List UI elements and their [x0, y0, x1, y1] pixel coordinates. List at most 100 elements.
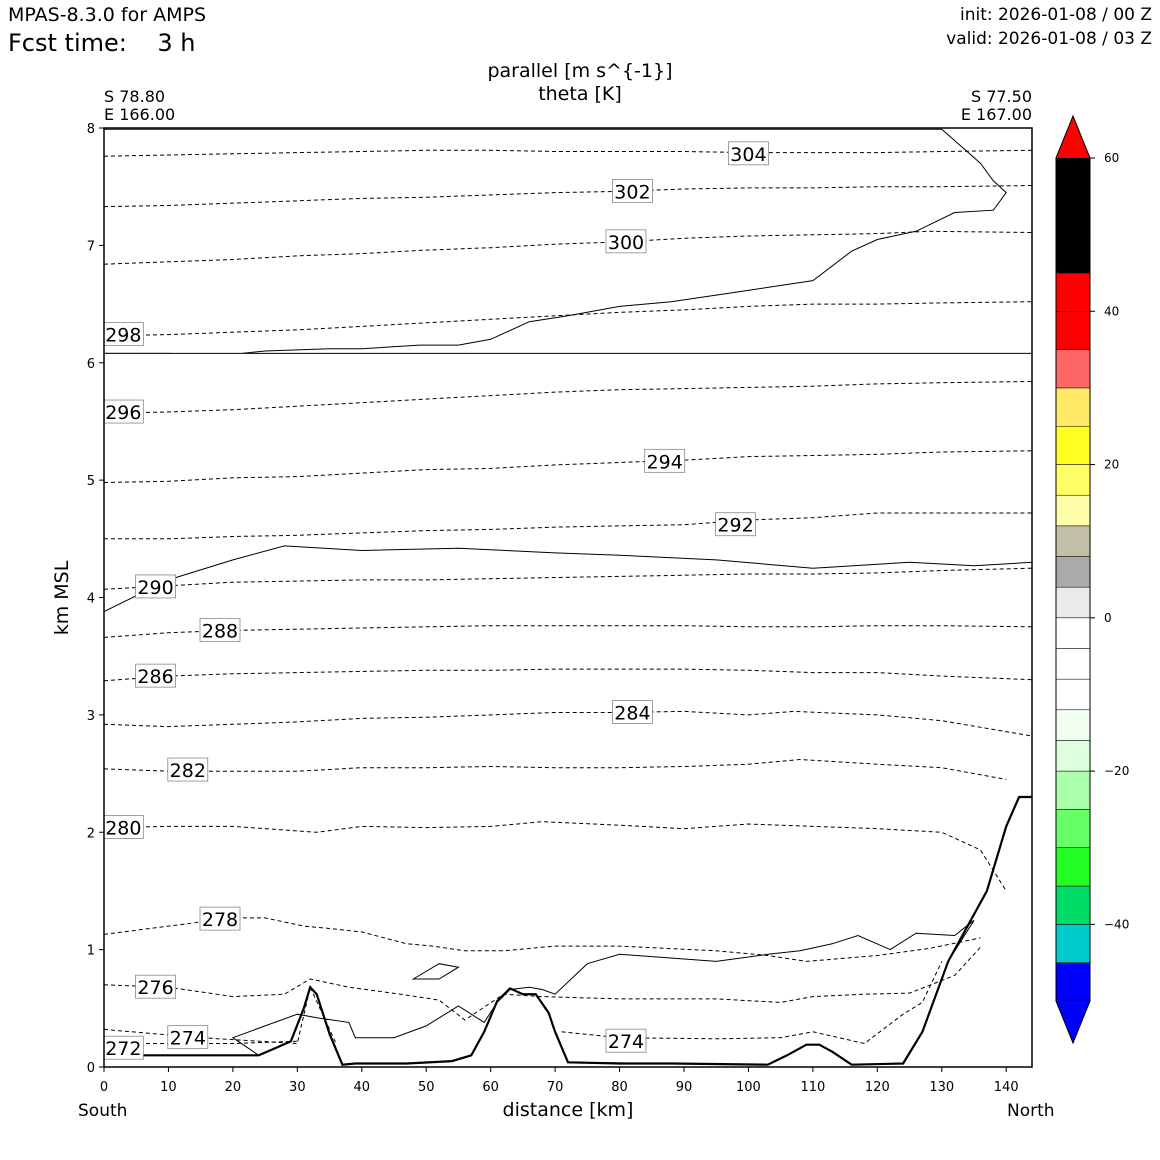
colorbar-tick-label: 0 [1104, 611, 1112, 625]
forecast-time-label: Fcst time: [8, 29, 127, 57]
colorbar-bin [1055, 885, 1091, 925]
plot-title: parallel [m s^{-1}] theta [K] [480, 60, 680, 106]
colorbar-bin [1055, 617, 1091, 649]
theta-contour-274 [561, 961, 943, 1045]
x-tick-label: 40 [354, 1080, 371, 1095]
theta-contour-278 [104, 917, 981, 962]
colorbar: 60 40 20 0 −20 −40 [1055, 114, 1129, 1045]
left-endpoint-lat: S 78.80 [104, 87, 166, 106]
colorbar-bin [1055, 525, 1091, 557]
theta-label-text: 298 [105, 325, 141, 347]
theta-contour-272 [104, 1040, 298, 1044]
right-endpoint-coords: S 77.50 E 167.00 [961, 88, 1032, 124]
theta-label-284: 284 [612, 700, 653, 725]
theta-contour-292 [104, 512, 1032, 540]
x-tick-label: 140 [994, 1080, 1019, 1095]
colorbar-extend-high [1056, 116, 1090, 158]
theta-label-text: 300 [608, 232, 644, 254]
colorbar-bin [1055, 425, 1091, 465]
theta-label-text: 280 [105, 818, 141, 840]
colorbar-bin [1055, 196, 1091, 235]
x-tick-label: 60 [482, 1080, 499, 1095]
y-tick-label: 8 [87, 122, 95, 137]
colorbar-bin [1055, 272, 1091, 312]
theta-contour-290 [104, 567, 1032, 590]
x-tick-label: 120 [865, 1080, 890, 1095]
colorbar-tick-label: −20 [1104, 764, 1129, 778]
y-axis-label: km MSL [51, 560, 73, 636]
theta-contour-286 [104, 668, 1032, 682]
theta-label-text: 290 [137, 577, 173, 599]
colorbar-bin [1055, 586, 1091, 619]
colorbar-bin [1055, 740, 1091, 772]
theta-label-290: 290 [135, 574, 176, 599]
theta-label-box [104, 399, 144, 424]
colorbar-extend-low [1056, 1001, 1090, 1043]
theta-contour-302 [104, 185, 1032, 208]
y-tick-label: 7 [87, 239, 95, 254]
theta-label-box [104, 322, 144, 346]
model-title: MPAS-8.3.0 for AMPS [8, 4, 207, 26]
init-time: init: 2026-01-08 / 00 Z [959, 5, 1152, 25]
theta-label-box [199, 617, 241, 642]
theta-label-box [104, 1035, 144, 1060]
theta-label-278: 278 [199, 906, 241, 931]
theta-label-280: 280 [104, 815, 144, 840]
theta-contour-300 [104, 230, 1032, 265]
theta-label-box [135, 663, 176, 688]
theta-label-text: 272 [105, 1038, 141, 1060]
theta-label-text: 274 [170, 1028, 206, 1050]
theta-label-box [605, 229, 647, 254]
y-tick-label: 5 [87, 474, 95, 489]
theta-label-box [612, 700, 653, 724]
theta-contour-304 [104, 149, 1032, 157]
theta-label-text: 304 [730, 144, 766, 166]
colorbar-bin [1055, 234, 1091, 274]
y-tick-label: 2 [87, 826, 95, 841]
theta-label-text: 288 [202, 620, 238, 642]
theta-label-298: 298 [104, 322, 144, 347]
theta-label-274: 274 [605, 1028, 647, 1053]
theta-contour-296 [104, 381, 1032, 414]
x-tick-label: 80 [611, 1080, 628, 1095]
x-tick-label: 70 [547, 1080, 564, 1095]
colorbar-tick-label: 20 [1104, 458, 1119, 472]
x-tick-label: 30 [289, 1080, 306, 1095]
colorbar-bin [1055, 678, 1091, 711]
colorbar-tick-label: 60 [1104, 151, 1119, 165]
x-tick-label: 0 [100, 1080, 108, 1095]
theta-label-288: 288 [199, 617, 241, 642]
x-tick-label: 90 [676, 1080, 693, 1095]
direction-north: North [1007, 1101, 1055, 1121]
colorbar-bin [1055, 311, 1091, 350]
plot-area: 272 274 274 276 278 280 282 284 286 288 290 292 294 2… [104, 128, 1032, 1066]
left-endpoint-lon: E 166.00 [104, 105, 176, 124]
theta-label-box [167, 757, 209, 782]
x-axis-label: distance [km] [502, 1099, 634, 1121]
theta-label-box [715, 512, 756, 537]
colorbar-bin [1055, 709, 1091, 741]
theta-label-text: 282 [170, 760, 206, 782]
y-tick-label: 0 [87, 1061, 95, 1076]
colorbar-bin [1055, 924, 1091, 963]
colorbar-bin [1055, 157, 1091, 197]
theta-label-274: 274 [167, 1025, 209, 1050]
theta-label-286: 286 [135, 663, 176, 688]
theta-label-304: 304 [728, 141, 769, 166]
wind-filled-region-3 [411, 963, 460, 980]
colorbar-bin [1055, 464, 1091, 496]
y-tick-label: 4 [87, 592, 95, 607]
theta-label-text: 302 [614, 181, 650, 203]
colorbar-bin [1055, 770, 1091, 810]
theta-label-292: 292 [715, 512, 756, 537]
plot-title-wind: parallel [m s^{-1}] [487, 60, 673, 82]
theta-label-text: 296 [105, 402, 141, 424]
theta-label-302: 302 [612, 178, 653, 203]
theta-label-box [199, 906, 241, 931]
theta-label-294: 294 [644, 448, 686, 473]
theta-label-box [135, 974, 176, 999]
theta-contour-282 [104, 758, 1007, 780]
forecast-time: Fcst time: 3 h [8, 29, 195, 57]
y-tick-label: 3 [87, 709, 95, 724]
